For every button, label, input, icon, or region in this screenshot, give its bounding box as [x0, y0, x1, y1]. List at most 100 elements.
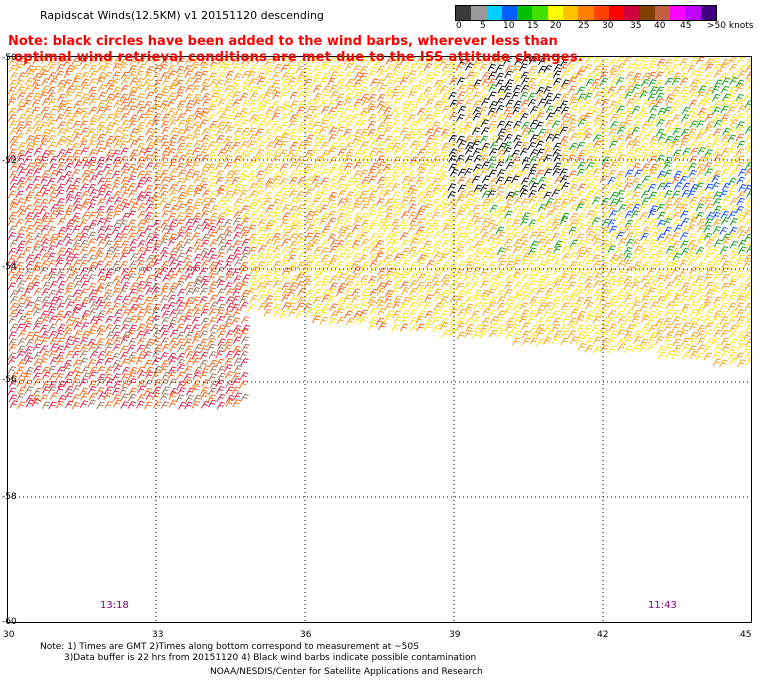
wind-barb — [562, 224, 571, 233]
wind-barb — [720, 114, 729, 122]
wind-barb — [128, 296, 138, 305]
wind-barb — [631, 83, 641, 92]
wind-barb — [705, 238, 714, 247]
wind-barb — [568, 119, 577, 127]
wind-barb — [160, 260, 170, 269]
wind-barb — [695, 315, 705, 324]
wind-barb — [449, 303, 459, 311]
wind-barb — [311, 315, 321, 324]
wind-barb — [185, 281, 194, 290]
wind-barb — [327, 288, 337, 296]
wind-barb — [713, 253, 722, 262]
wind-barb — [431, 149, 440, 157]
wind-barb — [95, 211, 105, 219]
wind-barb — [351, 295, 360, 303]
wind-barb — [704, 322, 714, 331]
wind-barb — [313, 71, 322, 80]
wind-barb — [681, 196, 691, 205]
wind-barb — [489, 224, 499, 232]
wind-barb — [631, 301, 641, 310]
wind-barb — [7, 352, 17, 361]
wind-barb — [209, 365, 218, 374]
wind-barb — [591, 196, 601, 205]
wind-barb — [176, 113, 186, 121]
wind-barb — [672, 56, 681, 64]
wind-barb — [529, 119, 539, 128]
wind-barb — [47, 98, 57, 106]
wind-barb — [617, 274, 626, 282]
wind-barb — [569, 239, 579, 248]
wind-barb — [690, 79, 699, 87]
wind-barb — [336, 316, 346, 325]
wind-barb — [384, 289, 394, 298]
wind-barb — [208, 387, 217, 396]
wind-barb — [591, 107, 600, 116]
wind-barb — [336, 78, 346, 87]
wind-barb — [504, 176, 513, 185]
wind-barb — [545, 210, 555, 218]
wind-barb — [304, 261, 313, 269]
wind-barb — [735, 321, 744, 330]
wind-barb — [417, 310, 427, 318]
wind-barb — [359, 119, 368, 128]
wind-barb — [97, 177, 106, 185]
wind-barb — [32, 65, 41, 74]
wind-barb — [120, 119, 130, 128]
wind-barb — [440, 233, 449, 241]
wind-barb — [479, 330, 488, 339]
wind-barb — [472, 106, 482, 115]
wind-barb — [489, 141, 499, 149]
wind-barb — [392, 310, 401, 319]
wind-barb — [151, 357, 161, 365]
wind-barb — [42, 281, 51, 290]
wind-barb — [224, 196, 233, 205]
wind-barb — [599, 65, 609, 74]
wind-barb — [409, 217, 419, 226]
wind-barb — [97, 238, 106, 247]
wind-barb — [128, 324, 137, 333]
wind-barb — [569, 149, 578, 157]
wind-barb — [687, 295, 696, 304]
wind-barb — [136, 57, 146, 65]
wind-barb — [273, 106, 283, 114]
wind-barb — [144, 211, 153, 220]
wind-barb — [711, 232, 720, 241]
wind-barb — [512, 65, 521, 74]
wind-barb — [127, 372, 137, 380]
wind-barb — [391, 247, 400, 255]
wind-barb — [103, 177, 113, 186]
colorbar-label: 25 — [578, 21, 590, 31]
wind-barb — [103, 289, 113, 297]
wind-barb — [223, 310, 233, 318]
wind-barb — [113, 219, 123, 228]
wind-barb — [104, 401, 113, 409]
wind-barb — [383, 72, 393, 81]
wind-barb — [431, 198, 441, 207]
wind-barb — [673, 280, 683, 289]
wind-barb — [417, 92, 426, 101]
wind-barb — [585, 190, 594, 199]
wind-barb — [239, 372, 249, 380]
wind-barb — [600, 253, 609, 262]
wind-barb — [385, 79, 394, 88]
wind-barb — [343, 184, 352, 193]
wind-barb — [488, 267, 498, 276]
wind-barb — [191, 161, 200, 169]
wind-barb — [480, 204, 489, 213]
wind-barb — [352, 203, 361, 211]
wind-barb — [455, 63, 465, 71]
wind-barb — [680, 217, 690, 226]
wind-barb — [553, 106, 563, 115]
wind-barb — [633, 218, 642, 227]
wind-barb — [431, 112, 441, 121]
wind-barb — [81, 366, 90, 375]
wind-barb — [377, 161, 386, 169]
wind-barb — [167, 225, 176, 234]
wind-barb — [728, 357, 738, 366]
wind-barb — [535, 169, 545, 178]
wind-barb — [55, 400, 65, 409]
colorbar-label: 20 — [550, 21, 562, 31]
wind-barb — [240, 336, 250, 344]
wind-barb — [544, 267, 554, 275]
wind-barb — [183, 175, 192, 184]
